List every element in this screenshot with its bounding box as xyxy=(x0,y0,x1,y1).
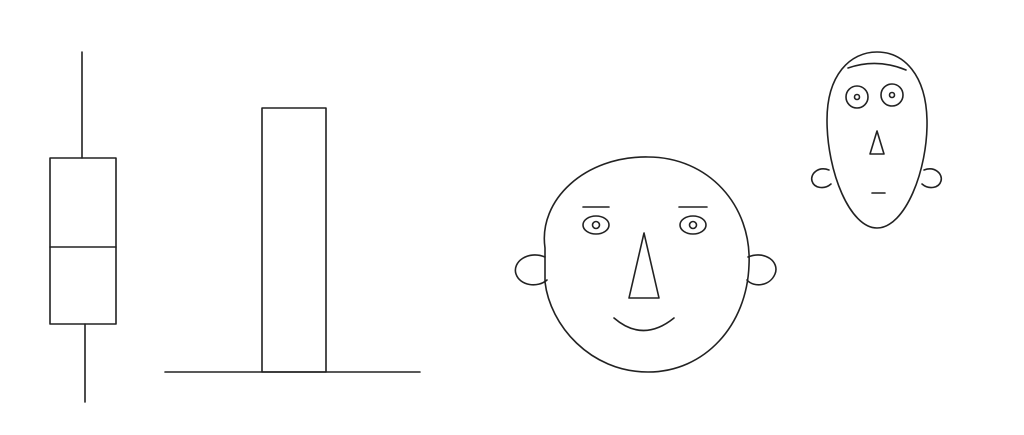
face-large-head xyxy=(544,157,749,372)
face-small-left-pupil xyxy=(855,95,860,100)
bar xyxy=(262,108,326,372)
face-small-head xyxy=(827,52,927,228)
face-small-left-ear xyxy=(812,169,831,188)
face-small-left-eye xyxy=(846,86,868,108)
face-small-right-eye xyxy=(881,84,903,106)
face-small xyxy=(812,52,942,228)
face-small-right-pupil xyxy=(890,93,895,98)
face-small-nose xyxy=(870,131,884,154)
face-large-left-eye xyxy=(583,216,609,234)
face-large-right-eye xyxy=(680,216,706,234)
boxplot xyxy=(50,52,116,402)
face-large xyxy=(515,157,776,372)
boxplot-box xyxy=(50,158,116,324)
face-small-brow-arc xyxy=(848,63,906,70)
face-large-right-ear xyxy=(747,255,776,285)
face-large-left-pupil xyxy=(593,222,600,229)
face-large-mouth xyxy=(614,318,674,331)
face-small-right-ear xyxy=(922,169,941,188)
face-large-right-pupil xyxy=(690,222,697,229)
face-large-left-ear xyxy=(515,255,547,285)
face-large-nose xyxy=(629,233,659,298)
bar-diagram xyxy=(165,108,420,372)
